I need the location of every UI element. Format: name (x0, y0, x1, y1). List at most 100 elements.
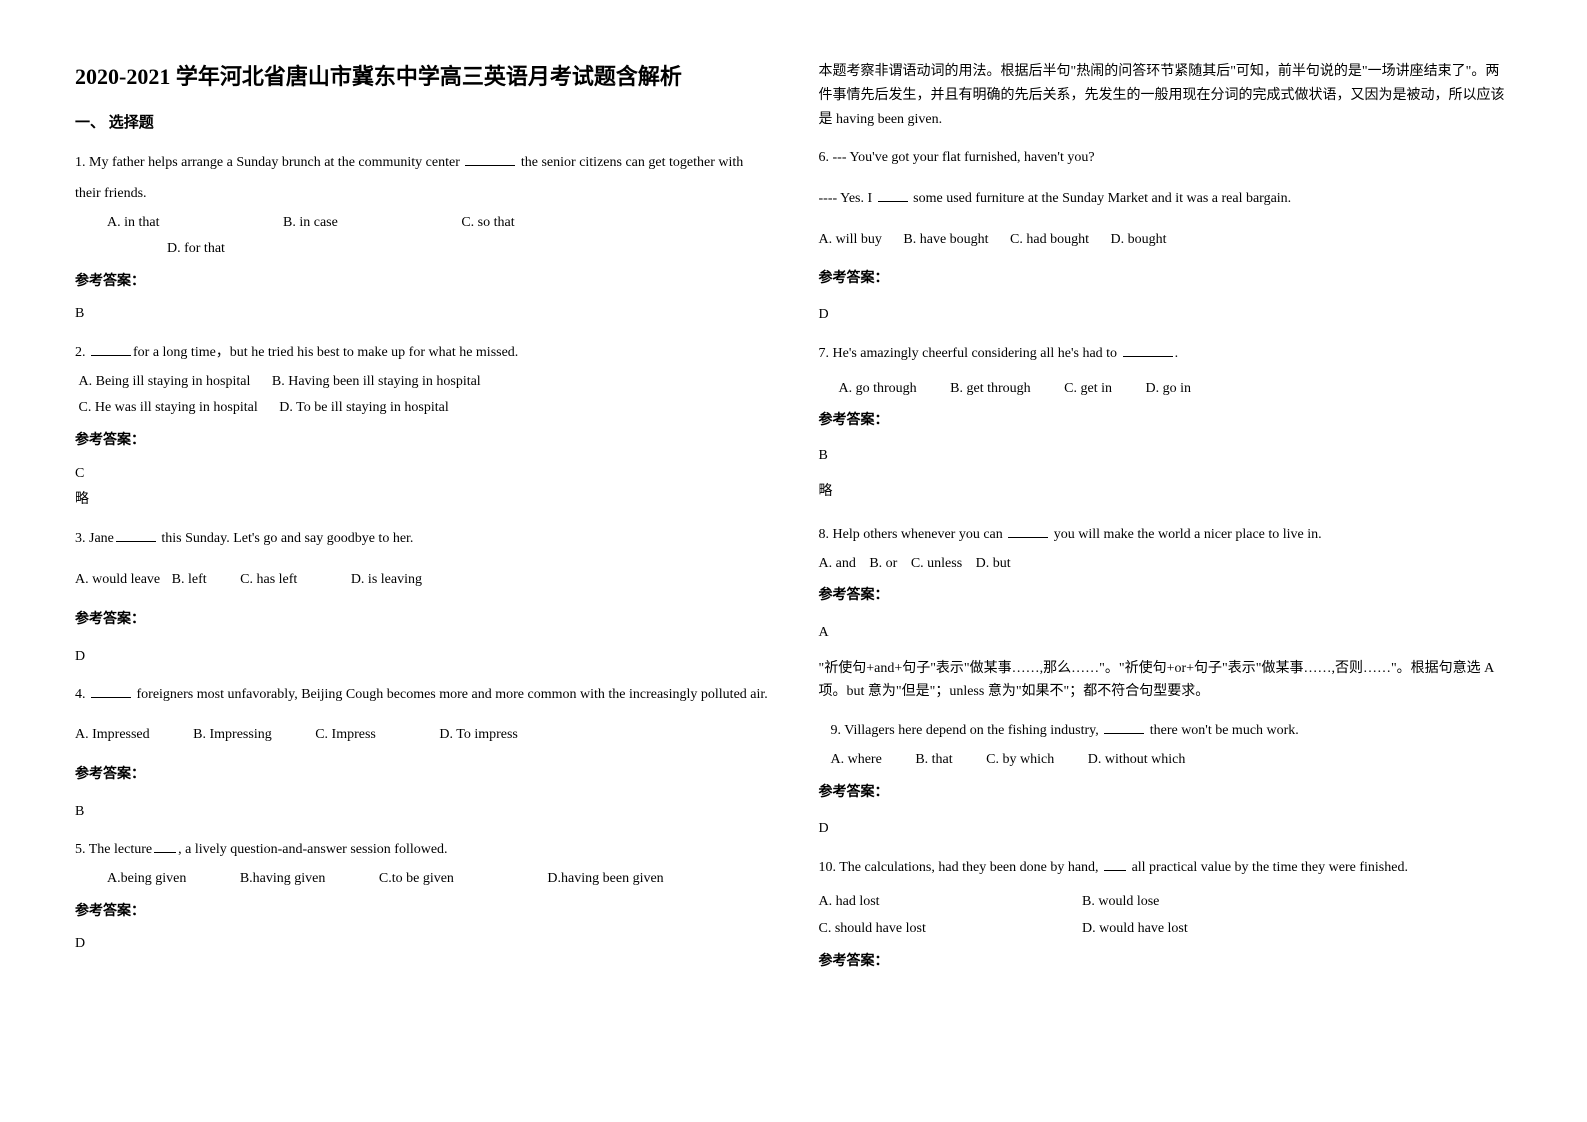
blank (1008, 537, 1048, 538)
q2-ans: C (75, 461, 769, 488)
q5-explanation: 本题考察非谓语动词的用法。根据后半句"热闹的问答环节紧随其后"可知，前半句说的是… (819, 60, 1513, 131)
q10-optA: A. had lost (819, 889, 1079, 916)
q2-ans-label: 参考答案： (75, 428, 769, 455)
question-2: 2. for a long time，but he tried his best… (75, 338, 769, 514)
question-6: 6. --- You've got your flat furnished, h… (819, 143, 1513, 328)
q10-optC: C. should have lost (819, 916, 1079, 943)
q9-optC: C. by which (986, 747, 1054, 774)
q2-optB: B. Having been ill staying in hospital (272, 374, 481, 389)
question-3: 3. Jane this Sunday. Let's go and say go… (75, 524, 769, 671)
q10-optB: B. would lose (1082, 894, 1159, 909)
q8-stem-b: you will make the world a nicer place to… (1050, 527, 1321, 542)
q2-note: 略 (75, 487, 769, 514)
q1-optA: A. in that (107, 210, 160, 237)
q1-options: A. in that B. in case C. so that D. for … (75, 210, 769, 263)
blank (465, 165, 515, 166)
q3-optB: B. left (172, 567, 207, 594)
q4-optD: D. To impress (439, 727, 517, 742)
q7-stem-a: 7. He's amazingly cheerful considering a… (819, 346, 1121, 361)
q5-optA: A.being given (107, 866, 186, 893)
q7-note: 略 (819, 479, 1513, 506)
q10-ans-label: 参考答案： (819, 949, 1513, 976)
q8-note: "祈使句+and+句子"表示"做某事……,那么……"。"祈使句+or+句子"表示… (819, 657, 1513, 705)
q2-stem-b: for a long time，but he tried his best to… (133, 345, 518, 360)
question-1: 1. My father helps arrange a Sunday brun… (75, 148, 769, 328)
section-heading: 一、 选择题 (75, 111, 769, 132)
q5-optB: B.having given (240, 866, 326, 893)
q2-optC: C. He was ill staying in hospital (79, 395, 258, 422)
q6-optA: A. will buy (819, 227, 882, 254)
q6-stem-line2: ---- Yes. I some used furniture at the S… (819, 184, 1513, 215)
q10-stem-b: all practical value by the time they wer… (1128, 860, 1408, 875)
q8-ans: A (819, 620, 1513, 647)
q8-options: A. and B. or C. unless D. but (819, 551, 1513, 578)
q4-stem: 4. foreigners most unfavorably, Beijing … (75, 680, 769, 709)
q5-stem: 5. The lecture, a lively question-and-an… (75, 835, 769, 866)
q4-options: A. Impressed B. Impressing C. Impress D.… (75, 722, 769, 749)
q10-options-row2: C. should have lost D. would have lost (819, 916, 1513, 943)
q9-ans-label: 参考答案： (819, 780, 1513, 807)
q7-ans: B (819, 443, 1513, 470)
q6-optB: B. have bought (903, 227, 988, 254)
q8-optA: A. and (819, 551, 856, 578)
q9-stem: 9. Villagers here depend on the fishing … (819, 716, 1513, 747)
q1-ans: B (75, 301, 769, 328)
blank (91, 697, 131, 698)
right-column: 本题考察非谓语动词的用法。根据后半句"热闹的问答环节紧随其后"可知，前半句说的是… (794, 60, 1538, 1092)
q6-ans-label: 参考答案： (819, 266, 1513, 293)
q2-optA: A. Being ill staying in hospital (79, 369, 251, 396)
q6-optD: D. bought (1111, 232, 1167, 247)
q4-optC: C. Impress (315, 722, 376, 749)
left-column: 2020-2021 学年河北省唐山市冀东中学高三英语月考试题含解析 一、 选择题… (50, 60, 794, 1092)
q10-optD: D. would have lost (1082, 921, 1188, 936)
q1-optB: B. in case (283, 210, 338, 237)
q2-stem: 2. for a long time，but he tried his best… (75, 338, 769, 369)
q3-options: A. would leave B. left C. has left D. is… (75, 567, 769, 594)
question-4: 4. foreigners most unfavorably, Beijing … (75, 680, 769, 825)
q9-options: A. where B. that C. by which D. without … (819, 747, 1513, 774)
q1-stem-a: 1. My father helps arrange a Sunday brun… (75, 155, 463, 170)
q6-optC: C. had bought (1010, 227, 1089, 254)
q1-stem: 1. My father helps arrange a Sunday brun… (75, 148, 769, 210)
q7-optC: C. get in (1064, 376, 1112, 403)
q5-optD: D.having been given (547, 871, 663, 886)
q9-stem-a: 9. Villagers here depend on the fishing … (831, 723, 1103, 738)
q7-optA: A. go through (839, 376, 917, 403)
q1-optD: D. for that (167, 241, 225, 256)
question-5: 5. The lecture, a lively question-and-an… (75, 835, 769, 958)
q2-optD: D. To be ill staying in hospital (279, 400, 448, 415)
q3-optA: A. would leave (75, 567, 160, 594)
q7-stem-b: . (1175, 346, 1179, 361)
q3-ans: D (75, 644, 769, 671)
q8-stem-a: 8. Help others whenever you can (819, 527, 1007, 542)
q9-stem-b: there won't be much work. (1146, 723, 1299, 738)
q1-ans-label: 参考答案： (75, 269, 769, 296)
q4-ans-label: 参考答案： (75, 762, 769, 789)
q7-optB: B. get through (950, 376, 1031, 403)
q9-optA: A. where (831, 747, 882, 774)
q8-optC: C. unless (911, 551, 962, 578)
q9-optD: D. without which (1088, 752, 1186, 767)
q3-ans-label: 参考答案： (75, 607, 769, 634)
q2-options: A. Being ill staying in hospital B. Havi… (75, 369, 769, 422)
q7-options: A. go through B. get through C. get in D… (819, 376, 1513, 403)
q5-stem-b: , a lively question-and-answer session f… (178, 842, 447, 857)
q2-stem-a: 2. (75, 345, 89, 360)
question-7: 7. He's amazingly cheerful considering a… (819, 339, 1513, 506)
question-8: 8. Help others whenever you can you will… (819, 520, 1513, 704)
blank (91, 355, 131, 356)
q7-ans-label: 参考答案： (819, 408, 1513, 435)
q8-optB: B. or (869, 551, 897, 578)
q6-stem-b1: ---- Yes. I (819, 191, 876, 206)
q9-optB: B. that (915, 747, 952, 774)
q3-stem: 3. Jane this Sunday. Let's go and say go… (75, 524, 769, 555)
q6-ans: D (819, 302, 1513, 329)
q4-stem-b: foreigners most unfavorably, Beijing Cou… (133, 687, 768, 702)
q7-stem: 7. He's amazingly cheerful considering a… (819, 339, 1513, 370)
blank (1104, 870, 1126, 871)
q5-optC: C.to be given (379, 866, 454, 893)
q5-ans: D (75, 931, 769, 958)
q10-options-row1: A. had lost B. would lose (819, 889, 1513, 916)
blank (116, 541, 156, 542)
q10-stem: 10. The calculations, had they been done… (819, 853, 1513, 884)
